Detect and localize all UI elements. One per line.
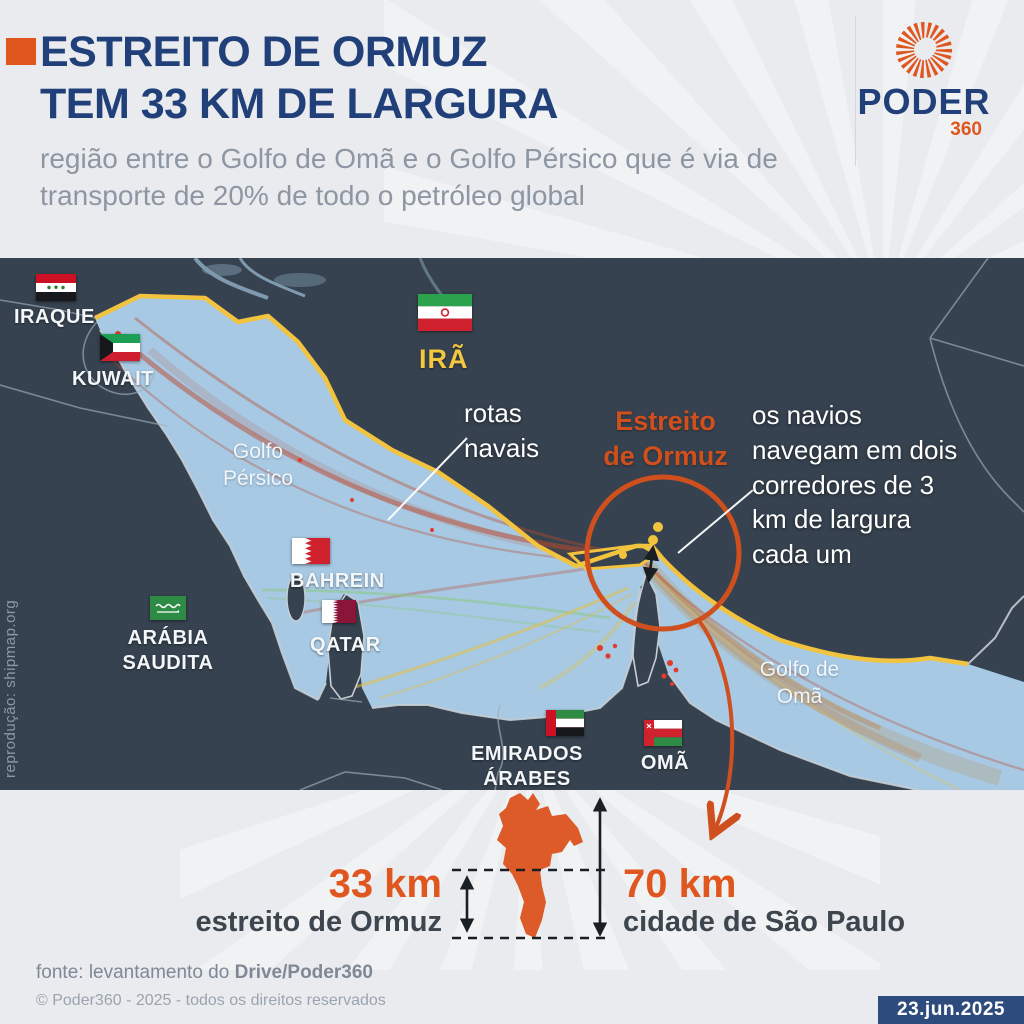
- value-33km: 33 km: [328, 862, 442, 906]
- logo-word: PODER: [857, 81, 991, 122]
- page-title: ESTREITO DE ORMUZ TEM 33 KM DE LARGURA: [40, 26, 558, 131]
- comparison-graphic: [452, 793, 608, 940]
- label-rotas-navais: rotas navais: [464, 398, 540, 463]
- dashed-guides: [452, 868, 608, 940]
- map-graphic: [0, 258, 1024, 790]
- strait-width-arrow: [642, 544, 660, 584]
- sao-paulo-shape: [497, 793, 583, 938]
- saudi-arabia-flag-icon: [150, 596, 186, 620]
- label-bahrein: BAHREIN: [290, 570, 385, 592]
- strait-circle: [584, 474, 742, 632]
- strait-dots: [619, 522, 663, 559]
- corridors-note: os navios navegam em dois corredores de …: [752, 400, 958, 570]
- oman-flag-icon: [644, 720, 682, 746]
- accent-square: [6, 38, 36, 65]
- poder360-logo: PODER 360: [854, 18, 994, 168]
- map-credit: reprodução: shipmap.org: [2, 599, 19, 778]
- comparison-section: 33 km estreito de Ormuz 70 km cidade de …: [0, 790, 1024, 1024]
- label-qatar: QATAR: [310, 634, 381, 656]
- gulf-water: [95, 296, 1024, 790]
- label-golfo-persico: Golfo Pérsico: [222, 440, 294, 491]
- header: ESTREITO DE ORMUZ TEM 33 KM DE LARGURA r…: [0, 0, 1024, 258]
- title-line-2: TEM 33 KM DE LARGURA: [40, 80, 558, 129]
- bahrain-flag-icon: [292, 538, 330, 564]
- iran-coastline: [94, 293, 969, 667]
- label-arabia-saudita: ARÁBIA SAUDITA: [122, 627, 214, 674]
- label-emirados-arabes: EMIRADOS ÁRABES: [471, 743, 583, 790]
- label-estreito-de-ormuz: Estreito de Ormuz: [603, 406, 728, 471]
- label-sao-paulo: cidade de São Paulo: [623, 906, 906, 938]
- map: IRAQUE KUWAIT IRÃ BAHREIN QATAR ARÁBIA S…: [0, 258, 1024, 790]
- uae-flag-icon: [546, 710, 584, 736]
- label-iraque: IRAQUE: [14, 306, 95, 328]
- page-subtitle: região entre o Golfo de Omã e o Golfo Pé…: [40, 143, 778, 212]
- qatar-flag-icon: [322, 600, 356, 623]
- label-ira: IRÃ: [419, 344, 469, 374]
- iraq-flag-icon: [36, 274, 76, 301]
- logo-360: 360: [950, 119, 982, 140]
- logo-divider: [855, 16, 856, 166]
- source-bold: Drive/Poder360: [234, 962, 373, 983]
- shipping-routes-green-yellow: [261, 586, 636, 699]
- source-prefix: fonte: levantamento do: [36, 962, 235, 983]
- country-borders: [0, 258, 1024, 790]
- pointer-lines: [387, 437, 754, 554]
- label-golfo-de-oma: Golfo de Omã: [759, 658, 840, 709]
- footer-source: fonte: levantamento do Drive/Poder360: [36, 962, 373, 984]
- label-oma: OMÃ: [640, 752, 690, 774]
- value-70km: 70 km: [623, 862, 737, 906]
- title-line-1: ESTREITO DE ORMUZ: [40, 28, 488, 76]
- label-estreito: estreito de Ormuz: [195, 906, 442, 938]
- iran-flag-icon: [418, 294, 472, 331]
- kuwait-flag-icon: [100, 334, 140, 361]
- sunburst-icon: [896, 22, 952, 78]
- rays-watermark: [384, 0, 1024, 258]
- date-badge: 23.jun.2025: [878, 996, 1024, 1024]
- footer-copyright: © Poder360 - 2025 - todos os direitos re…: [36, 992, 386, 1009]
- label-kuwait: KUWAIT: [72, 368, 154, 390]
- bahrain-island: [286, 574, 306, 622]
